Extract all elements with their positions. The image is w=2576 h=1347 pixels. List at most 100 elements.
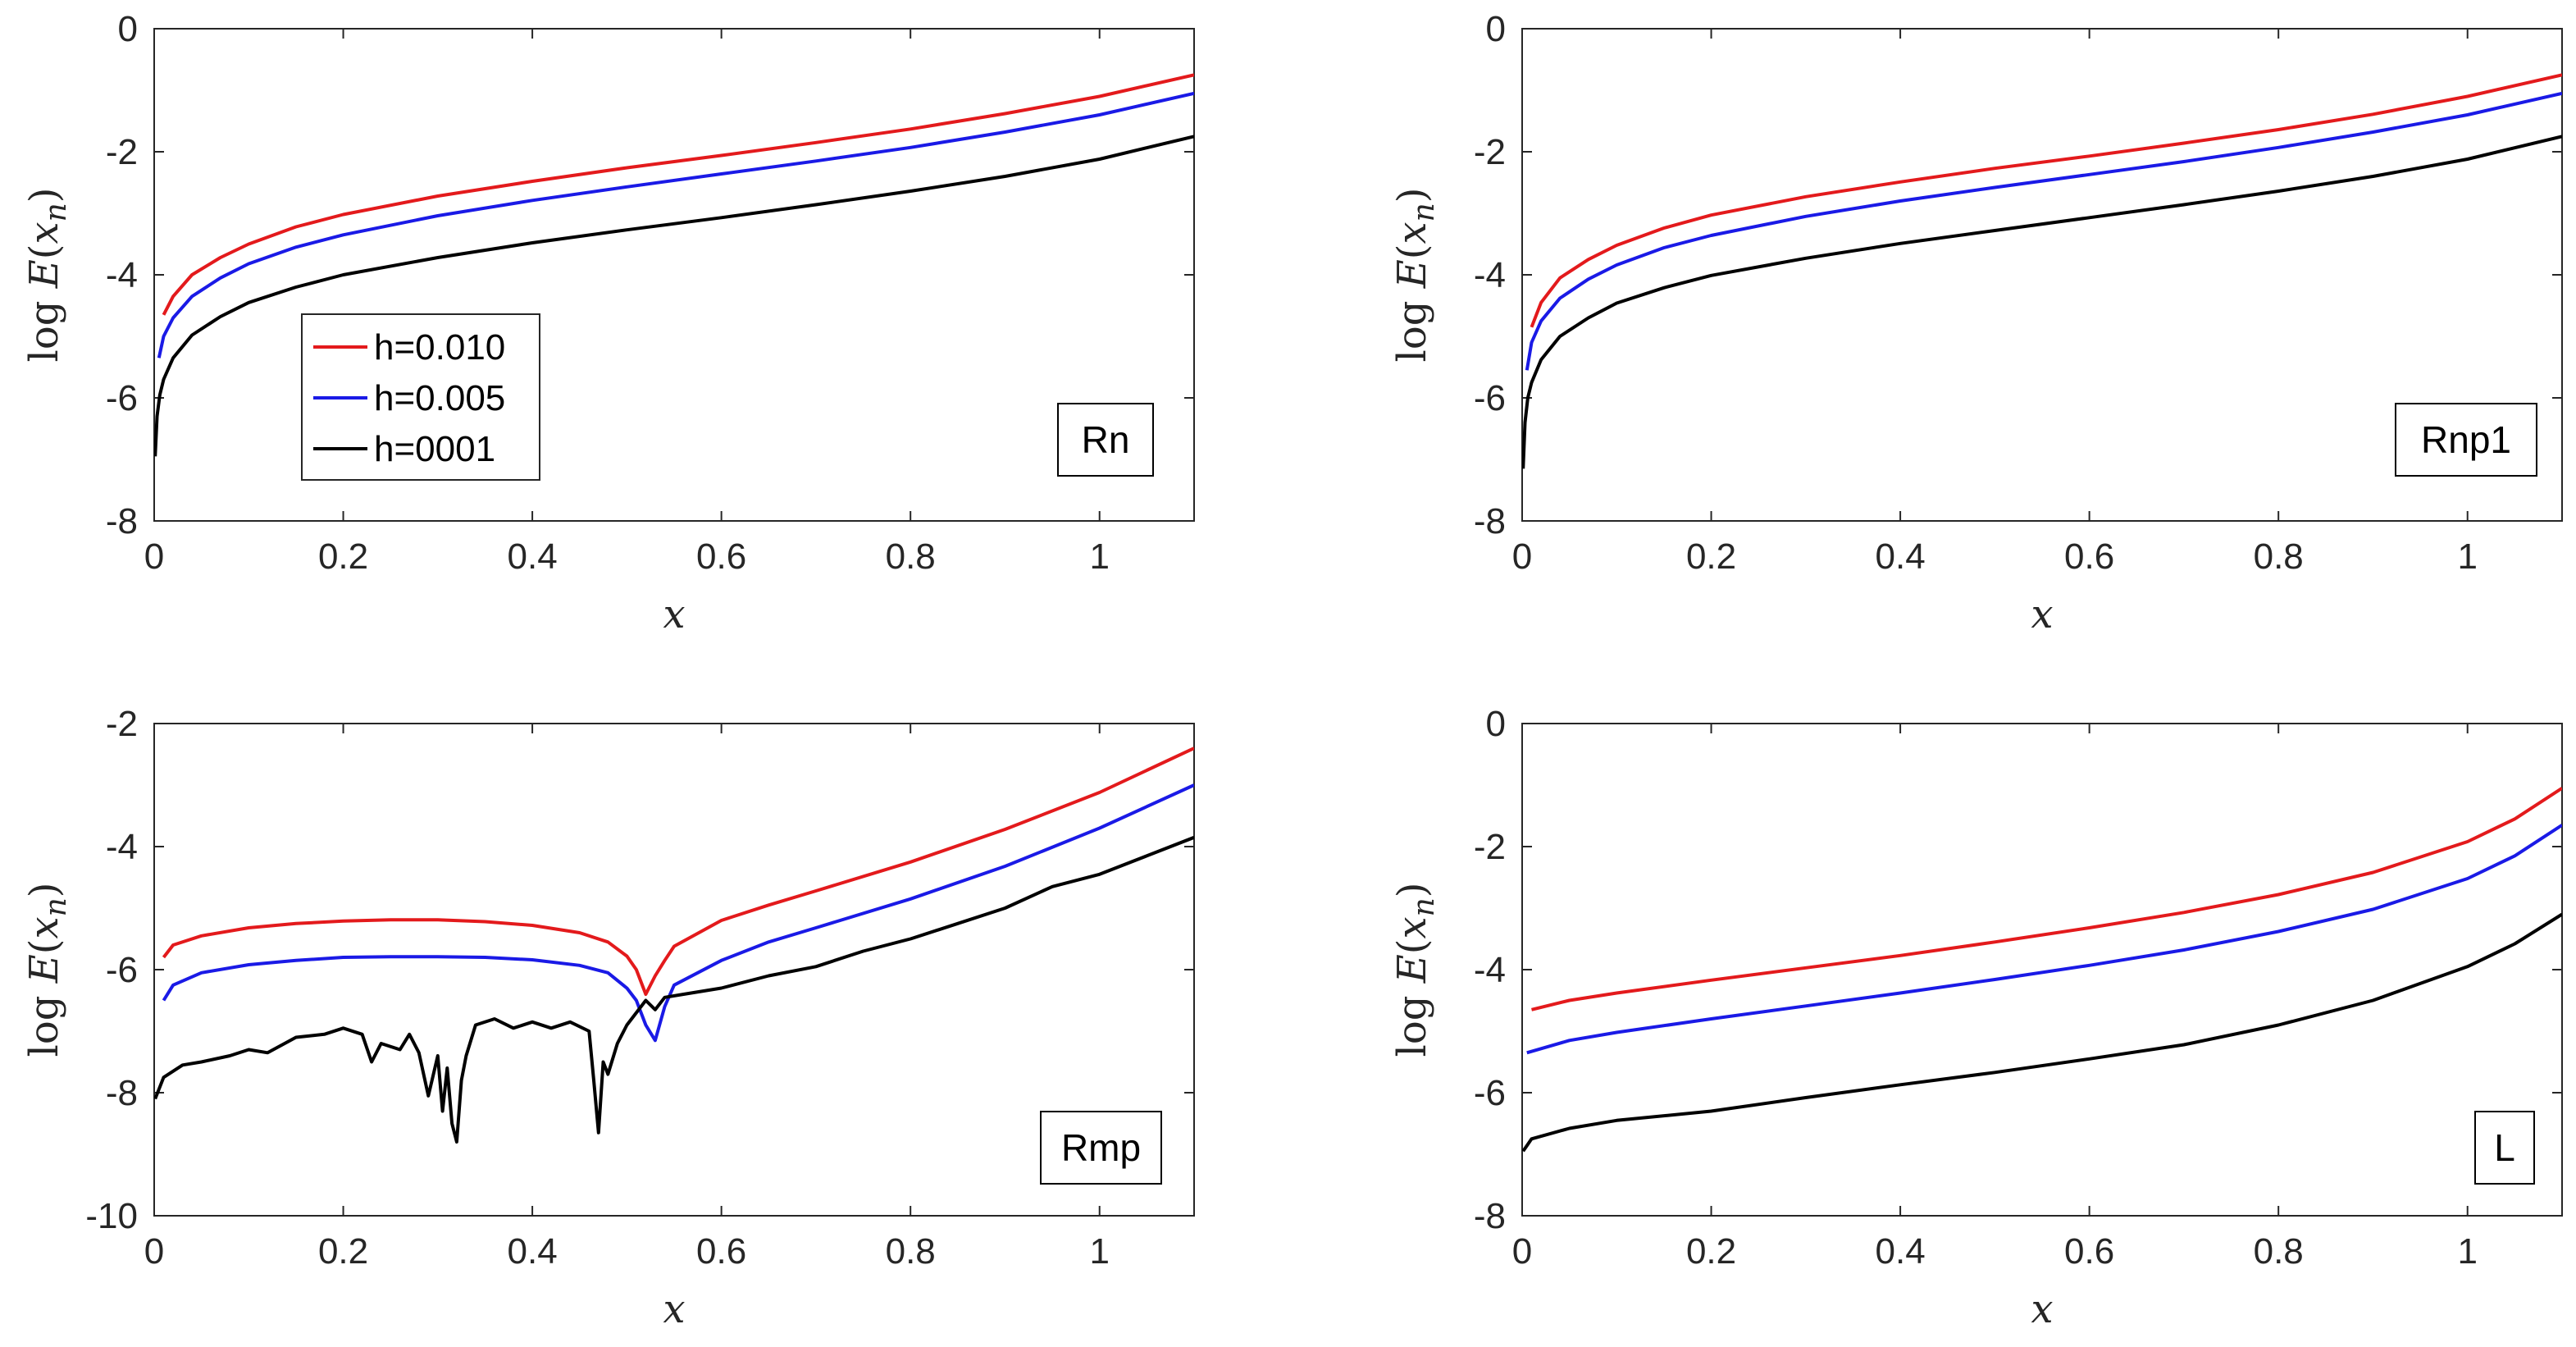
x-tick-label: 0.4	[1876, 1231, 1926, 1272]
panel-label-box	[1040, 1111, 1162, 1185]
x-tick-label: 0.6	[696, 537, 746, 577]
y-tick-label: 0	[1486, 9, 1506, 49]
y-axis-label: log E(xn)	[21, 187, 73, 362]
y-axis-label-part: n	[1407, 203, 1441, 221]
x-tick-label: 0	[1512, 1231, 1532, 1272]
legend-entry: h=0.005	[374, 378, 505, 418]
x-tick-label: 0.8	[886, 537, 936, 577]
y-axis-label-part: x	[1389, 221, 1435, 244]
legend-entry: h=0.010	[374, 327, 505, 368]
y-tick-label: 0	[118, 9, 138, 49]
series-line-h=0001	[1522, 135, 2562, 469]
y-axis-label-part: (	[1389, 244, 1435, 259]
panel-label: Rnp1	[2421, 418, 2511, 461]
y-axis-label-part: n	[39, 203, 73, 221]
series-line-h=0.010	[1530, 73, 2562, 328]
series-line-h=0.010	[1531, 787, 2562, 1011]
series-line-h=0001	[154, 135, 1194, 457]
y-axis-label-part: )	[1389, 882, 1435, 897]
y-axis-label-part: n	[1407, 897, 1441, 916]
series-line-h=0001	[154, 835, 1194, 1144]
series-line-h=0.010	[162, 73, 1194, 316]
x-tick-label: 0.2	[1686, 537, 1736, 577]
panel-label: Rmp	[1061, 1126, 1141, 1169]
y-axis-label-part: )	[1389, 187, 1435, 203]
y-tick-label: -8	[106, 501, 138, 541]
y-tick-label: 0	[1486, 704, 1506, 744]
series-line-h=0001	[1522, 912, 2562, 1153]
panel-label-box	[2395, 403, 2537, 477]
y-tick-label: -4	[106, 255, 138, 295]
axes-box	[153, 723, 1195, 1217]
x-tick-label: 1	[1089, 537, 1109, 577]
x-tick-label: 0.8	[886, 1231, 936, 1272]
y-tick-label: -10	[85, 1196, 138, 1236]
y-axis-label-part: E	[1389, 954, 1435, 984]
y-axis-label-part: x	[21, 916, 67, 938]
x-tick-label: 0.2	[1686, 1231, 1736, 1272]
y-axis-label: log E(xn)	[1389, 882, 1441, 1057]
x-axis-label: x	[2031, 1286, 2053, 1332]
panel-label: L	[2494, 1126, 2515, 1169]
series-line-h=0.005	[162, 783, 1194, 1043]
x-axis-label: x	[663, 591, 685, 637]
series-line-h=0.005	[1526, 824, 2562, 1055]
x-tick-label: 0.8	[2254, 1231, 2304, 1272]
y-tick-label: -4	[1474, 950, 1506, 990]
y-axis-label: log E(xn)	[1389, 187, 1441, 362]
legend-box	[301, 313, 540, 481]
y-axis-label-part: x	[1389, 916, 1435, 938]
x-tick-label: 0	[144, 537, 164, 577]
y-tick-label: -2	[1474, 132, 1506, 172]
y-tick-label: -2	[1474, 827, 1506, 867]
y-axis-label: log E(xn)	[21, 882, 73, 1057]
x-tick-label: 0	[144, 1231, 164, 1272]
y-tick-label: -6	[1474, 1073, 1506, 1113]
x-tick-label: 0.4	[1876, 537, 1926, 577]
legend-entry: h=0001	[374, 429, 495, 469]
y-axis-label-part: )	[21, 187, 67, 203]
y-tick-label: -8	[1474, 501, 1506, 541]
y-axis-label-part: (	[21, 938, 67, 954]
y-axis-label-part: (	[1389, 938, 1435, 954]
x-tick-label: 1	[2457, 537, 2477, 577]
y-axis-label-part: E	[21, 954, 67, 984]
panel-label: Rn	[1082, 418, 1130, 461]
x-tick-label: 0.6	[696, 1231, 746, 1272]
x-tick-label: 0	[1512, 537, 1532, 577]
y-axis-label-part: log	[21, 288, 67, 362]
x-tick-label: 1	[2457, 1231, 2477, 1272]
y-axis-label-part: )	[21, 882, 67, 897]
x-tick-label: 1	[1089, 1231, 1109, 1272]
y-tick-label: -2	[106, 704, 138, 744]
y-axis-label-part: log	[1389, 983, 1435, 1057]
y-tick-label: -6	[106, 950, 138, 990]
panel-label-box	[2474, 1111, 2535, 1185]
axes-box	[1521, 723, 2563, 1217]
x-tick-label: 0.2	[318, 537, 368, 577]
x-tick-label: 0.2	[318, 1231, 368, 1272]
y-axis-label-part: log	[21, 983, 67, 1057]
x-tick-label: 0.8	[2254, 537, 2304, 577]
y-tick-label: -2	[106, 132, 138, 172]
y-tick-label: -8	[106, 1073, 138, 1113]
x-tick-label: 0.6	[2064, 537, 2114, 577]
y-tick-label: -6	[106, 378, 138, 418]
x-tick-label: 0.4	[508, 537, 558, 577]
series-line-h=0.005	[1525, 91, 2562, 371]
y-axis-label-part: log	[1389, 288, 1435, 362]
y-axis-label-part: n	[39, 897, 73, 916]
y-axis-label-part: E	[1389, 259, 1435, 289]
x-axis-label: x	[2031, 591, 2053, 637]
x-axis-label: x	[663, 1286, 685, 1332]
y-axis-label-part: (	[21, 244, 67, 259]
x-tick-label: 0.6	[2064, 1231, 2114, 1272]
y-tick-label: -4	[106, 827, 138, 867]
y-axis-label-part: x	[21, 221, 67, 244]
series-line-h=0.005	[157, 91, 1194, 358]
